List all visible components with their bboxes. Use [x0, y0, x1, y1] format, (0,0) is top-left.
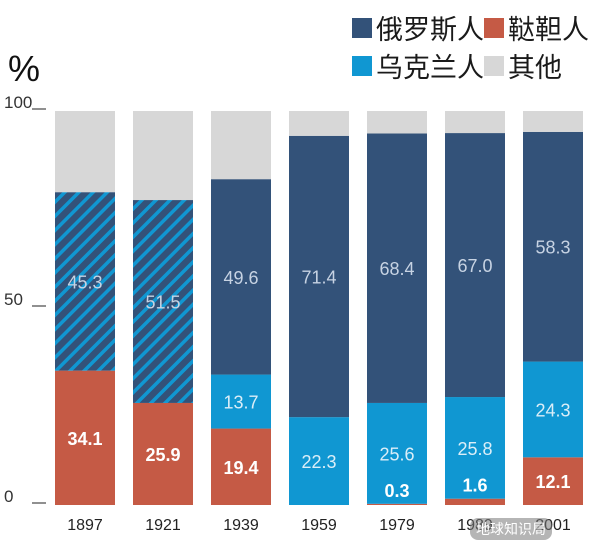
bar-segment [211, 428, 271, 505]
bar-segment [367, 402, 427, 504]
bar-segment [523, 111, 583, 132]
legend-label-ukrainians: 乌克兰人 [376, 53, 484, 83]
data-label: 25.6 [379, 444, 414, 464]
data-label: 58.3 [535, 238, 570, 258]
x-tick-label: 1921 [145, 517, 181, 534]
bar-segment [211, 179, 271, 375]
data-label: 1.6 [462, 476, 487, 496]
legend-label-tatars: 鞑靼人 [508, 15, 589, 45]
legend-item-others: 其他 [484, 46, 562, 85]
bar-segment [133, 111, 193, 201]
bar-segment [445, 133, 505, 398]
data-label: 13.7 [223, 393, 258, 413]
legend-swatch-tatars [484, 17, 504, 38]
data-label: 24.3 [535, 400, 570, 420]
data-labels: 34.1 45.3 25.9 51.5 19.4 13.7 49.6 22.3 71.4 0.3 2… [67, 238, 570, 501]
watermark: 地球知识局 [470, 518, 552, 540]
bar-segment [211, 111, 271, 180]
y-tick-label: 50 [4, 290, 23, 309]
bar-segment [55, 192, 115, 371]
data-label: 67.0 [457, 256, 492, 276]
bar-segment [289, 111, 349, 136]
x-tick-label: 1897 [67, 517, 103, 534]
legend-label-russians: 俄罗斯人 [376, 15, 484, 45]
bar-segment [133, 402, 193, 505]
data-label: 25.9 [145, 445, 180, 465]
bar-segment [523, 361, 583, 458]
data-label: 49.6 [223, 268, 258, 288]
data-label: 25.8 [457, 439, 492, 459]
data-label: 12.1 [535, 472, 570, 492]
bars [55, 111, 583, 505]
x-tick-label: 1979 [379, 517, 415, 534]
bar-segment [367, 111, 427, 134]
y-tick-label: 0 [4, 487, 13, 506]
data-label: 19.4 [223, 458, 258, 478]
data-label: 51.5 [145, 292, 180, 312]
bar-segment [523, 457, 583, 505]
legend-swatch-others [484, 55, 504, 76]
x-tick-label: 1939 [223, 517, 259, 534]
bar-segment [289, 417, 349, 505]
legend-swatch-russians [352, 17, 372, 38]
legend-item-russians: 俄罗斯人 [352, 8, 484, 47]
data-label: 34.1 [67, 429, 102, 449]
y-axis-label: % [8, 48, 41, 89]
bar-segment [211, 374, 271, 429]
bar-segment [445, 111, 505, 134]
data-label: 45.3 [67, 272, 102, 292]
y-tick-label: 100 [4, 93, 32, 112]
bar-segment [133, 200, 193, 403]
bar-segment [55, 370, 115, 505]
data-label: 0.3 [384, 481, 409, 501]
bar-segment [367, 133, 427, 403]
data-label: 22.3 [301, 452, 336, 472]
bar-segment [445, 498, 505, 505]
bar-segment [445, 397, 505, 499]
legend-item-ukrainians: 乌克兰人 [352, 46, 484, 85]
bar-segment [55, 111, 115, 193]
data-label: 71.4 [301, 267, 336, 287]
legend-label-others: 其他 [508, 53, 562, 83]
x-tick-label: 1959 [301, 517, 337, 534]
legend-item-tatars: 鞑靼人 [484, 8, 589, 47]
bar-segment [367, 503, 427, 505]
y-axis: 100 50 0 [4, 93, 46, 506]
bar-segment [289, 135, 349, 418]
data-label: 68.4 [379, 259, 414, 279]
legend-swatch-ukrainians [352, 55, 372, 76]
bar-segment [523, 131, 583, 362]
